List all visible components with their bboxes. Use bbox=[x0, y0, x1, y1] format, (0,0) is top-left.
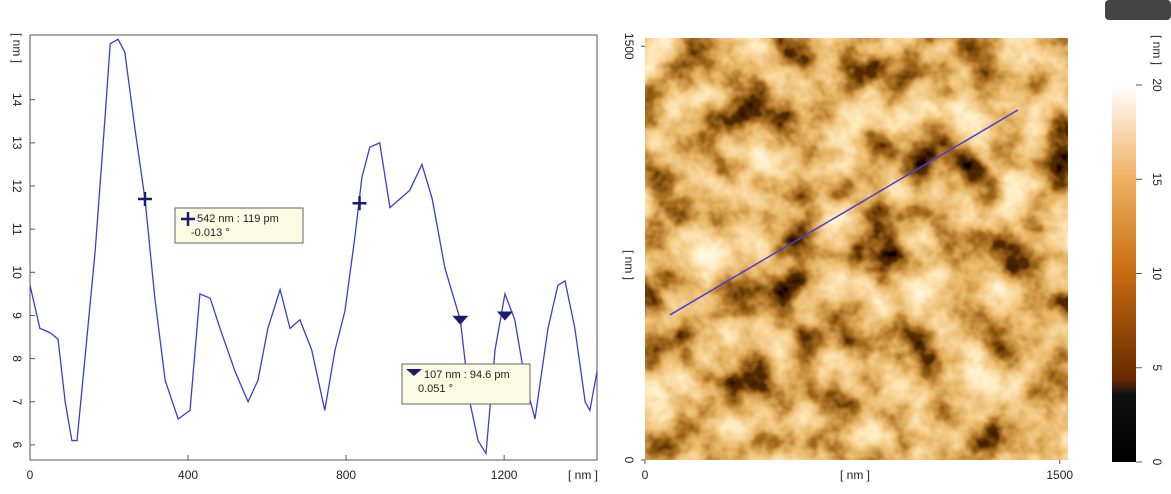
x-tick-label: 800 bbox=[336, 468, 356, 482]
y-tick-label: 1500 bbox=[622, 33, 636, 60]
profile-line bbox=[29, 38, 598, 456]
y-tick-label: 13 bbox=[10, 136, 24, 150]
cross-cursor bbox=[352, 196, 367, 211]
annotation-icon bbox=[181, 212, 195, 226]
y-tick-label: 0 bbox=[622, 457, 636, 464]
annotation-text: -0.013 ° bbox=[191, 227, 230, 239]
y-tick-label: 6 bbox=[10, 442, 24, 449]
y-tick-label: 11 bbox=[10, 223, 24, 236]
annotation-box bbox=[174, 207, 304, 244]
colorbar-tick-label: 10 bbox=[1150, 267, 1164, 281]
plot-frame bbox=[29, 34, 598, 461]
x-tick-label: 0 bbox=[27, 468, 34, 482]
y-tick-label: 7 bbox=[10, 398, 24, 405]
annotation-text: 542 nm : 119 pm bbox=[197, 213, 279, 225]
y-tick-label: 8 bbox=[10, 355, 24, 362]
x-tick-label: 1500 bbox=[1046, 468, 1073, 482]
y-axis-label: [ nm ] bbox=[622, 250, 636, 280]
x-tick-label: 1200 bbox=[491, 468, 518, 482]
colorbar bbox=[1112, 85, 1136, 462]
tab[interactable] bbox=[1105, 0, 1171, 20]
annotation-box bbox=[401, 363, 531, 405]
y-tick-label: 14 bbox=[10, 93, 24, 107]
x-tick-label: 400 bbox=[178, 468, 198, 482]
y-tick-label: 9 bbox=[10, 312, 24, 319]
triangle-cursor bbox=[452, 315, 469, 325]
x-tick-label: 0 bbox=[642, 468, 649, 482]
annotation-text: 107 nm : 94.6 pm bbox=[424, 369, 510, 381]
colorbar-tick-label: 15 bbox=[1150, 173, 1164, 187]
colorbar-label: [ nm ] bbox=[1150, 35, 1164, 65]
annotation-text: 0.051 ° bbox=[418, 383, 453, 395]
y-tick-label: 12 bbox=[10, 179, 24, 193]
afm-image bbox=[645, 38, 1068, 460]
colorbar-tick-label: 0 bbox=[1150, 459, 1164, 466]
x-axis-label: [ nm ] bbox=[840, 468, 870, 482]
triangle-cursor bbox=[496, 311, 513, 321]
colorbar-tick-label: 20 bbox=[1150, 78, 1164, 92]
colorbar-tick-label: 5 bbox=[1150, 364, 1164, 371]
y-tick-label: 10 bbox=[10, 266, 24, 280]
cross-cursor bbox=[137, 191, 152, 206]
profile-path bbox=[669, 109, 1019, 316]
y-axis-label: [ nm ] bbox=[10, 33, 24, 63]
x-axis-label: [ nm ] bbox=[568, 468, 598, 482]
annotation-icon bbox=[406, 369, 422, 376]
